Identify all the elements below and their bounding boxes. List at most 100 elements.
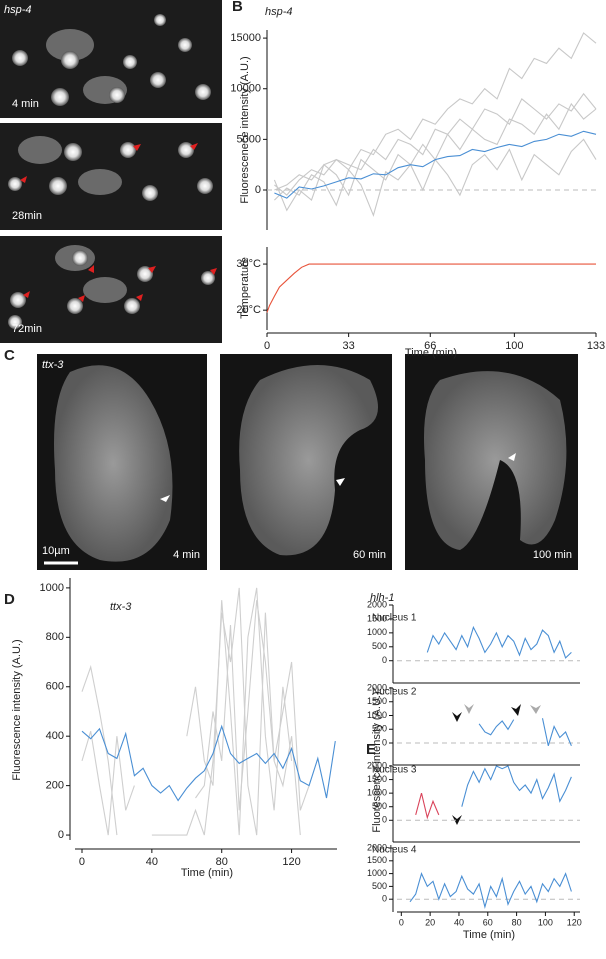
- panel-label: D: [4, 591, 15, 608]
- line-series: [415, 792, 440, 820]
- x-tick-label: 120: [282, 856, 300, 868]
- x-tick-label: 0: [79, 856, 85, 868]
- line-series: [151, 587, 310, 836]
- y-tick-label: 2000: [367, 599, 387, 609]
- x-tick-label: 100: [505, 340, 523, 352]
- y-tick-label: 2000: [367, 682, 387, 692]
- line-series: [274, 138, 597, 217]
- y-tick-label: 15000: [230, 32, 261, 44]
- chart-title: Nucleus 2: [372, 687, 417, 698]
- y-tick-label: 1000: [367, 710, 387, 720]
- y-tick-label: 2000: [367, 760, 387, 770]
- gene-label: hlh-1: [370, 592, 394, 604]
- line-series: [273, 102, 597, 212]
- line-series: [426, 625, 572, 659]
- y-tick-label: 1000: [367, 788, 387, 798]
- line-series: [461, 765, 572, 807]
- panel-label: E: [366, 741, 376, 758]
- y-tick-label: 500: [372, 724, 387, 734]
- y-tick-label: 2000: [367, 842, 387, 852]
- x-tick-label: 80: [512, 917, 522, 927]
- y-tick-label: 1500: [367, 696, 387, 706]
- panel-label: C: [4, 347, 15, 364]
- x-axis-label: Time (min): [463, 929, 515, 941]
- x-axis-label: Time (min): [405, 347, 457, 359]
- x-tick-label: 40: [146, 856, 158, 868]
- x-tick-label: 20: [425, 917, 435, 927]
- y-tick-label: 800: [46, 631, 64, 643]
- chart-title: Nucleus 3: [372, 765, 417, 776]
- y-axis-label: Fluorescence intensity (A.U.): [11, 639, 23, 780]
- x-tick-label: 40: [454, 917, 464, 927]
- micrograph: [0, 236, 222, 343]
- x-tick-label: 0: [264, 340, 270, 352]
- micrograph: [0, 123, 222, 230]
- line-series: [478, 718, 572, 747]
- y-tick-label: 0: [382, 815, 387, 825]
- y-tick-label: 0: [255, 184, 261, 196]
- line-series: [81, 600, 301, 836]
- image-time: 100 min: [533, 549, 572, 561]
- y-tick-label: 200: [46, 780, 64, 792]
- x-tick-label: 100: [538, 917, 553, 927]
- image-time: 72min: [12, 323, 42, 335]
- panel-label: B: [232, 0, 243, 15]
- line-series: [274, 32, 597, 191]
- arrowhead: [464, 704, 474, 714]
- x-tick-label: 133: [587, 340, 605, 352]
- image-time: 28min: [12, 210, 42, 222]
- line-series: [186, 587, 293, 836]
- y-tick-label: 0: [382, 655, 387, 665]
- image-time: 4 min: [12, 98, 39, 110]
- arrowhead: [452, 815, 462, 825]
- y-tick-label: 1500: [367, 613, 387, 623]
- arrowhead: [452, 712, 462, 722]
- x-tick-label: 0: [399, 917, 404, 927]
- y-tick-label: 500: [372, 881, 387, 891]
- y-tick-label: 600: [46, 681, 64, 693]
- image-time: 4 min: [173, 549, 200, 561]
- micrograph: [220, 354, 392, 570]
- y-tick-label: 30°C: [236, 258, 261, 270]
- x-tick-label: 33: [343, 340, 355, 352]
- y-tick-label: 1000: [367, 868, 387, 878]
- arrowhead: [530, 705, 541, 714]
- y-tick-label: 20°C: [236, 304, 261, 316]
- image-time: 60 min: [353, 549, 386, 561]
- micrograph: [37, 354, 207, 570]
- arrowhead: [511, 704, 521, 716]
- y-tick-label: 500: [372, 801, 387, 811]
- y-tick-label: 1500: [367, 774, 387, 784]
- chart-title: hsp-4: [265, 6, 293, 18]
- x-tick-label: 60: [483, 917, 493, 927]
- x-axis-label: Time (min): [181, 867, 233, 879]
- y-tick-label: 1000: [40, 582, 64, 594]
- y-tick-label: 1000: [367, 627, 387, 637]
- image-label: hsp-4: [4, 4, 32, 16]
- y-tick-label: 5000: [237, 133, 261, 145]
- line-series: [81, 664, 118, 836]
- scale-label: 10µm: [42, 545, 70, 557]
- y-tick-label: 1500: [367, 855, 387, 865]
- line-series: [266, 263, 596, 313]
- chart-title: Nucleus 1: [372, 613, 417, 624]
- y-tick-label: 0: [58, 829, 64, 841]
- y-tick-label: 10000: [230, 83, 261, 95]
- line-series: [81, 724, 336, 802]
- x-tick-label: 80: [216, 856, 228, 868]
- x-tick-label: 120: [567, 917, 582, 927]
- image-label: ttx-3: [42, 359, 64, 371]
- micrograph: [405, 354, 578, 570]
- micrograph: [0, 0, 222, 118]
- y-axis-label: Fluorescence intensity (A.U.): [371, 691, 383, 832]
- x-tick-label: 66: [424, 340, 436, 352]
- line-series: [409, 872, 572, 910]
- line-series: [274, 130, 597, 199]
- y-axis-label: Temperature: [239, 257, 251, 319]
- chart-title: ttx-3: [110, 601, 132, 613]
- line-series: [274, 92, 597, 196]
- y-tick-label: 0: [382, 894, 387, 904]
- y-axis-label: Fluorescenece intensity (A.U.): [239, 56, 251, 203]
- y-tick-label: 500: [372, 641, 387, 651]
